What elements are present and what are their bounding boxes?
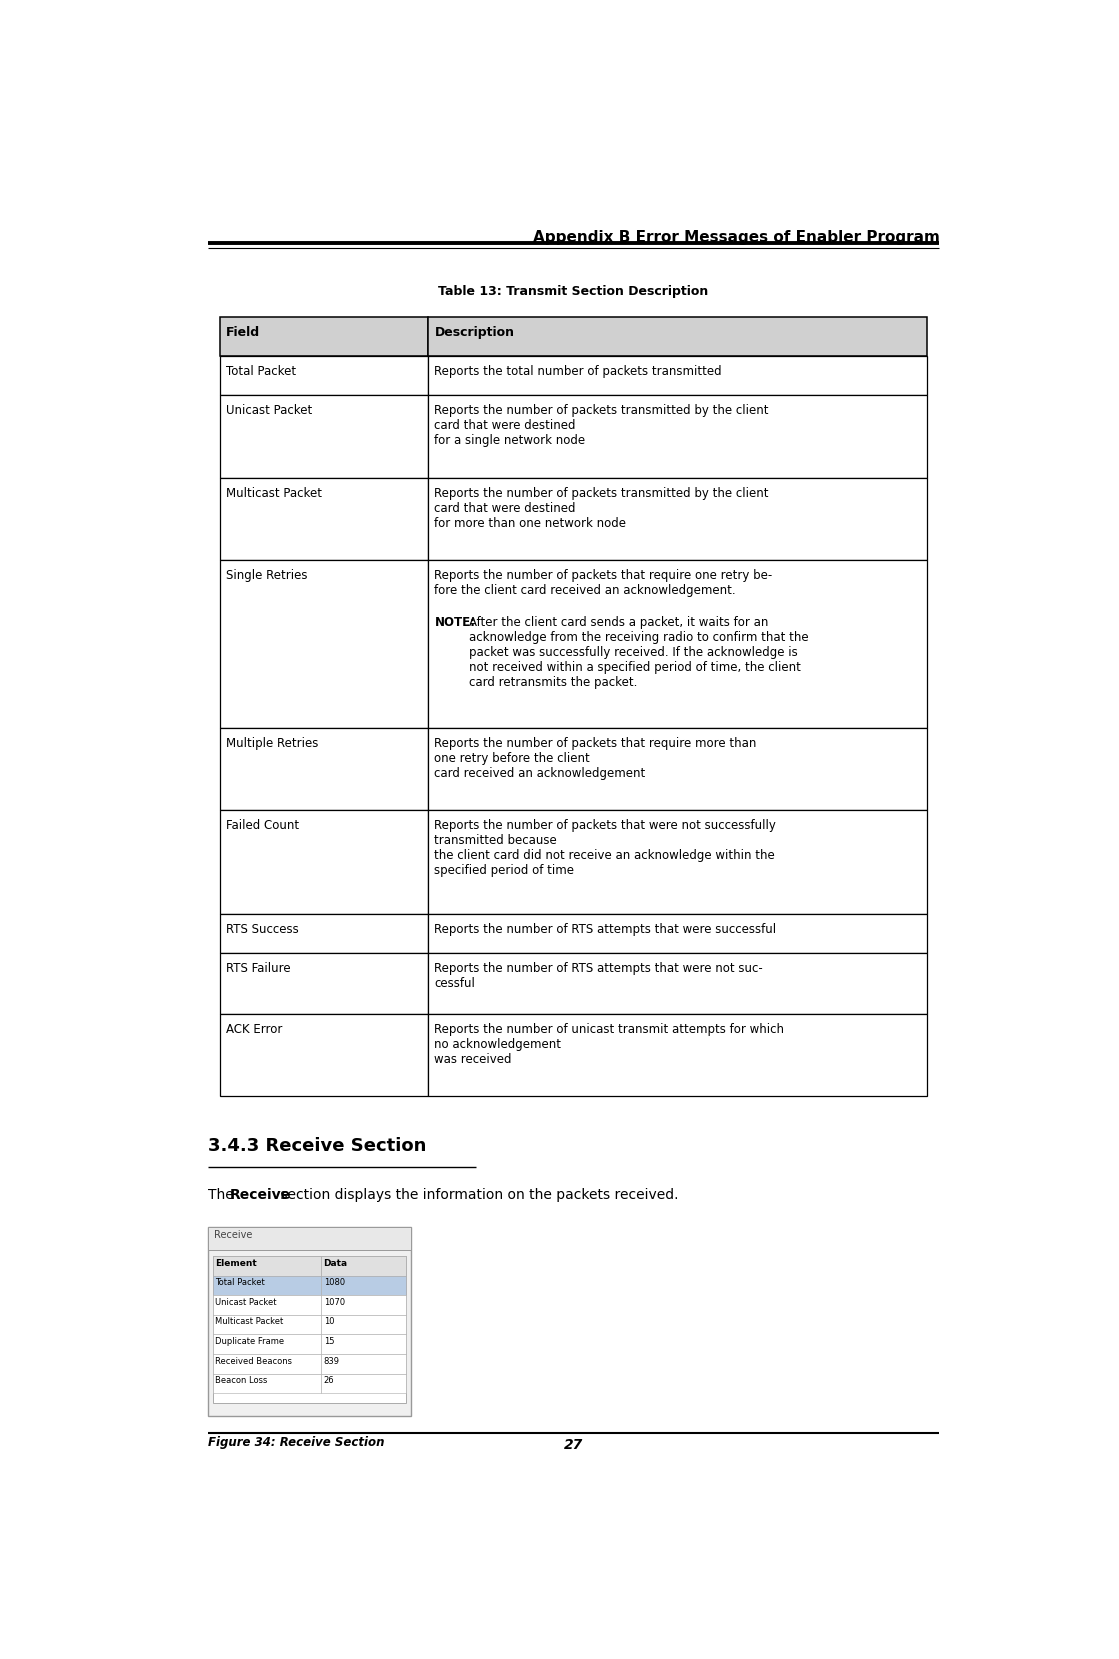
Text: Multicast Packet: Multicast Packet [226,486,322,499]
Bar [321,1374,406,1394]
Text: NOTE:: NOTE: [434,615,476,629]
Bar [219,914,429,954]
Text: RTS Success: RTS Success [226,922,299,936]
Bar [429,1014,928,1097]
Text: After the client card sends a packet, it waits for an
acknowledge from the recei: After the client card sends a packet, it… [469,615,809,688]
Bar [213,1334,321,1354]
Text: Appendix B Error Messages of Enabler Program: Appendix B Error Messages of Enabler Pro… [533,229,940,246]
Text: Multicast Packet: Multicast Packet [215,1317,283,1326]
Text: 27: 27 [564,1438,583,1452]
Text: Description: Description [434,325,515,338]
Text: Reports the number of packets transmitted by the client
card that were destined
: Reports the number of packets transmitte… [434,405,769,448]
Bar [219,357,429,395]
Bar [219,478,429,559]
Text: Field: Field [226,325,260,338]
Text: 10: 10 [323,1317,335,1326]
Bar [429,810,928,914]
Bar [219,395,429,478]
Bar [213,1296,321,1316]
Text: section displays the information on the packets received.: section displays the information on the … [276,1188,678,1203]
Text: Failed Count: Failed Count [226,820,299,833]
Bar [429,395,928,478]
Text: Reports the number of RTS attempts that were successful: Reports the number of RTS attempts that … [434,922,777,936]
Bar [219,317,429,357]
Text: Data: Data [323,1259,348,1267]
Bar [429,728,928,810]
Text: Element: Element [215,1259,257,1267]
Text: Reports the number of packets transmitted by the client
card that were destined
: Reports the number of packets transmitte… [434,486,769,529]
Bar [207,1226,412,1249]
Bar [219,954,429,1014]
Text: Unicast Packet: Unicast Packet [215,1297,276,1307]
Text: Reports the number of packets that require more than
one retry before the client: Reports the number of packets that requi… [434,737,756,780]
Text: Reports the number of packets that require one retry be-
fore the client card re: Reports the number of packets that requi… [434,569,773,597]
Bar [321,1276,406,1296]
Bar [321,1334,406,1354]
Bar [429,478,928,559]
Text: Duplicate Frame: Duplicate Frame [215,1337,284,1345]
Text: 15: 15 [323,1337,335,1345]
Bar [207,1226,412,1415]
Bar [219,728,429,810]
Bar [321,1256,406,1276]
Text: Received Beacons: Received Beacons [215,1357,292,1365]
Text: Reports the number of unicast transmit attempts for which
no acknowledgement
was: Reports the number of unicast transmit a… [434,1024,784,1067]
Bar [219,810,429,914]
Bar [429,559,928,728]
Bar [219,559,429,728]
Text: 3.4.3 Receive Section: 3.4.3 Receive Section [207,1136,426,1155]
Bar [213,1374,321,1394]
Text: Receive: Receive [231,1188,291,1203]
Bar [429,954,928,1014]
Text: Figure 34: Receive Section: Figure 34: Receive Section [207,1437,384,1450]
Bar [213,1256,321,1276]
Bar [213,1276,321,1296]
Bar [321,1316,406,1334]
Text: Reports the number of RTS attempts that were not suc-
cessful: Reports the number of RTS attempts that … [434,962,763,990]
Text: Beacon Loss: Beacon Loss [215,1375,267,1385]
Text: Total Packet: Total Packet [215,1277,265,1287]
Text: Reports the number of packets that were not successfully
transmitted because
the: Reports the number of packets that were … [434,820,777,878]
Bar [213,1354,321,1374]
Text: Reports the total number of packets transmitted: Reports the total number of packets tran… [434,365,722,378]
Text: 26: 26 [323,1375,335,1385]
Bar [429,317,928,357]
Bar [321,1296,406,1316]
Text: 1070: 1070 [323,1297,345,1307]
Text: Total Packet: Total Packet [226,365,295,378]
Bar [219,1014,429,1097]
Bar [213,1256,406,1404]
Text: Multiple Retries: Multiple Retries [226,737,318,750]
Bar [429,357,928,395]
Text: 839: 839 [323,1357,340,1365]
Text: ACK Error: ACK Error [226,1024,282,1035]
Bar [321,1354,406,1374]
Text: RTS Failure: RTS Failure [226,962,290,975]
Bar [429,914,928,954]
Text: Table 13: Transmit Section Description: Table 13: Transmit Section Description [439,285,708,297]
Text: Unicast Packet: Unicast Packet [226,405,312,416]
Bar [213,1316,321,1334]
Text: 1080: 1080 [323,1277,345,1287]
Text: The: The [207,1188,237,1203]
Text: Single Retries: Single Retries [226,569,308,582]
Text: Receive: Receive [214,1231,252,1241]
